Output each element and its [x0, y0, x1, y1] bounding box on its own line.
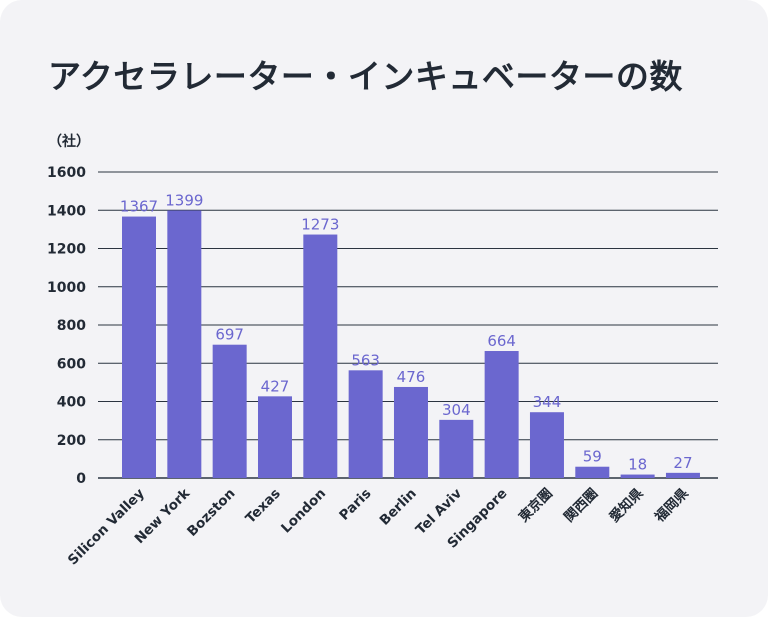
bar — [665, 472, 700, 478]
bar — [393, 386, 428, 478]
data-label: 1273 — [301, 216, 339, 234]
bar — [257, 396, 292, 478]
x-tick-label: 愛知県 — [606, 484, 647, 525]
y-axis-unit-label: （社） — [48, 134, 90, 150]
bar — [212, 344, 247, 478]
data-label: 1367 — [120, 198, 158, 216]
data-label: 59 — [583, 448, 602, 466]
data-label: 344 — [533, 393, 562, 411]
y-tick-label: 1400 — [47, 203, 86, 219]
data-label: 304 — [442, 401, 471, 419]
x-tick-label: Paris — [336, 486, 374, 524]
data-label: 563 — [351, 351, 380, 369]
bar — [575, 466, 610, 478]
data-label: 18 — [628, 456, 647, 474]
bar — [303, 234, 338, 478]
y-tick-label: 1600 — [47, 165, 86, 181]
x-tick-label: Silicon Valley — [65, 485, 148, 568]
data-label: 476 — [397, 368, 426, 386]
y-tick-label: 0 — [76, 471, 86, 487]
bar — [620, 474, 655, 478]
bar — [484, 351, 519, 478]
x-tick-label: 関西圏 — [561, 486, 601, 526]
bar — [439, 419, 474, 478]
data-label: 697 — [215, 326, 244, 344]
x-tick-label: Texas — [242, 486, 283, 527]
y-tick-label: 600 — [57, 356, 86, 372]
data-label: 427 — [261, 377, 290, 395]
y-tick-label: 1000 — [47, 280, 86, 296]
data-label: 1399 — [165, 191, 203, 209]
y-tick-label: 200 — [57, 433, 86, 449]
x-tick-label: 東京圏 — [515, 485, 556, 526]
bar — [122, 216, 156, 478]
bar — [167, 210, 202, 478]
bar — [529, 412, 564, 478]
chart-title: アクセラレーター・インキュベーターの数 — [48, 57, 683, 96]
data-label: 664 — [487, 332, 516, 350]
y-tick-label: 800 — [57, 318, 86, 334]
y-tick-label: 400 — [57, 395, 86, 411]
data-label: 27 — [673, 454, 692, 472]
x-tick-label: London — [278, 486, 329, 537]
x-tick-label: Bozston — [184, 486, 238, 540]
x-tick-label: 福岡県 — [650, 484, 692, 526]
x-tick-label: Berlin — [377, 486, 420, 529]
bar — [348, 370, 383, 478]
y-tick-label: 1200 — [47, 242, 86, 258]
